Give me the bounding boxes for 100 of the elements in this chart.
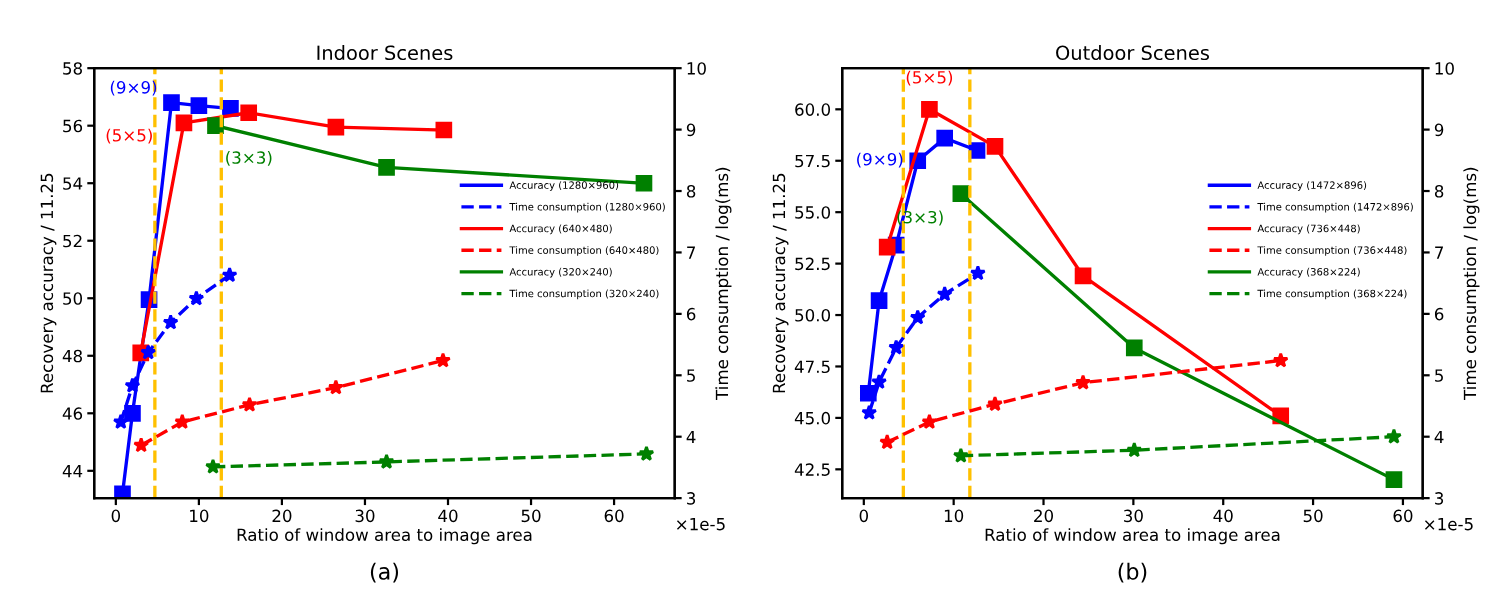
y2-tick-label: 9 (686, 123, 696, 137)
y2-axis-title: Time consumption / log(ms) (715, 167, 732, 400)
x-axis-title: Ratio of window area to image area (985, 528, 1280, 545)
y-tick-label: 52.5 (795, 257, 830, 271)
point (878, 238, 896, 256)
y-axis-title: Recovery accuracy / 11.25 (772, 173, 789, 393)
x-tick-label: 60 (1393, 509, 1413, 523)
point (879, 433, 896, 450)
text: ×1e-5 (676, 518, 725, 531)
x-tick-label: 40 (438, 509, 458, 523)
point (888, 339, 905, 355)
y2-tick-label: 3 (1435, 492, 1444, 505)
annotation: (3×3) (226, 150, 272, 166)
y-axis-title: Recovery accuracy / 11.25 (40, 173, 57, 393)
point (327, 379, 344, 395)
point (207, 117, 224, 135)
point (1272, 352, 1289, 368)
y2-tick-label: 8 (686, 184, 696, 198)
point (870, 292, 888, 309)
point (909, 309, 926, 325)
x-tick-label: 50 (1303, 509, 1323, 523)
point (638, 445, 655, 461)
point (871, 373, 888, 390)
chart-title: Indoor Scenes (317, 45, 453, 61)
point (986, 138, 1004, 155)
y2-tick-label: 10 (687, 62, 706, 75)
point (205, 458, 221, 474)
y-tick-label: 45.0 (794, 411, 831, 425)
y2-tick-label: 8 (1434, 184, 1444, 198)
y-tick-label: 52 (63, 234, 82, 248)
point (936, 285, 953, 302)
point (936, 129, 954, 147)
point (859, 384, 877, 402)
point (112, 413, 129, 429)
y-tick-label: 50.0 (795, 309, 831, 322)
chart-title: Outdoor Scenes (1056, 45, 1210, 61)
point (124, 404, 141, 422)
x-axis-title: Ratio of window area to image area (237, 528, 532, 545)
point (133, 436, 150, 453)
point (987, 395, 1003, 412)
point (378, 159, 395, 176)
point (921, 413, 938, 429)
point (952, 447, 969, 463)
y2-tick-label: 5 (687, 369, 695, 382)
annotation: (5×5) (906, 70, 953, 86)
y2-axis-title: Time consumption / log(ms) (1463, 167, 1480, 400)
point (114, 485, 131, 499)
text: (b) (1118, 562, 1147, 583)
x-tick-label: 10 (944, 509, 964, 523)
x-tick-label: 20 (272, 509, 292, 523)
y-tick-label: 55.0 (795, 206, 831, 219)
y2-tick-label: 10 (1435, 62, 1454, 75)
point (124, 377, 141, 393)
x-tick-label: 30 (1124, 509, 1143, 523)
point (175, 114, 193, 132)
y2-tick-label: 7 (1435, 246, 1443, 259)
y2-tick-label: 4 (1434, 430, 1444, 444)
x-tick-label: 40 (1213, 509, 1233, 523)
annotation: (9×9) (110, 80, 157, 96)
point (1385, 471, 1403, 488)
y2-tick-label: 3 (687, 492, 696, 505)
text: ×1e-5 (1424, 518, 1473, 531)
point (969, 264, 986, 281)
point (1125, 339, 1143, 357)
point (1126, 441, 1143, 458)
point (635, 174, 653, 192)
y2-tick-label: 4 (686, 430, 696, 444)
point (1075, 374, 1092, 390)
point (140, 344, 157, 360)
y2-tick-label: 6 (686, 307, 696, 321)
point (221, 266, 238, 283)
annotation: (9×9) (857, 152, 903, 168)
x-tick-label: 10 (190, 509, 209, 523)
point (163, 94, 180, 112)
x-tick-label: 0 (859, 509, 869, 523)
x-tick-label: 60 (604, 509, 624, 523)
point (162, 314, 179, 330)
y-tick-label: 58 (63, 62, 82, 75)
y-tick-label: 60.0 (795, 103, 831, 116)
point (1385, 428, 1402, 444)
y-tick-label: 54 (63, 177, 83, 190)
y2-tick-label: 5 (1435, 369, 1443, 382)
point (241, 396, 258, 412)
point (435, 352, 452, 368)
y2-tick-label: 6 (1434, 307, 1444, 321)
y-tick-label: 42.5 (794, 463, 830, 476)
y-tick-label: 44 (62, 464, 83, 478)
y-tick-label: 48 (62, 349, 82, 363)
point (1074, 267, 1092, 285)
y-tick-label: 56 (63, 119, 83, 133)
point (240, 104, 258, 122)
point (188, 290, 205, 306)
point (190, 97, 208, 114)
y-tick-label: 46 (62, 407, 83, 420)
x-tick-label: 20 (1034, 509, 1054, 523)
point (952, 185, 970, 202)
point (174, 413, 191, 429)
x-tick-label: 30 (355, 509, 375, 523)
point (378, 453, 395, 469)
y-tick-label: 50 (63, 292, 83, 305)
